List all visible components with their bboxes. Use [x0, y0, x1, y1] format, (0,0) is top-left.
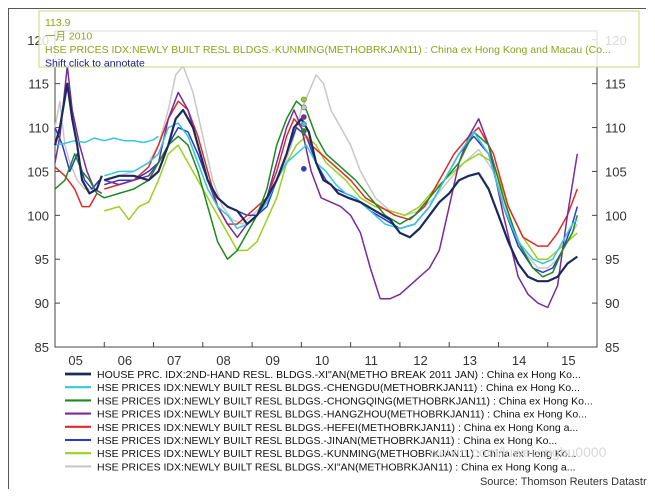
tooltip-date: 一月 2010 [45, 31, 92, 43]
y-tick-label-left: 100 [27, 208, 49, 223]
hover-marker [300, 121, 307, 127]
x-tick-label: 15 [561, 353, 575, 368]
y-tick-label-left: 95 [35, 252, 49, 267]
legend-label: HOUSE PRC. IDX:2ND-HAND RESL. BLDGS.-XI"… [97, 369, 581, 381]
legend-label: HSE PRICES IDX:NEWLY BUILT RESL BLDGS.-H… [97, 422, 578, 434]
y-tick-label-left: 115 [28, 77, 49, 92]
y-tick-label-right: 110 [605, 121, 626, 136]
legend-label: HSE PRICES IDX:NEWLY BUILT RESL BLDGS.-J… [97, 435, 557, 447]
hover-marker [300, 96, 307, 103]
x-tick-label: 12 [413, 353, 427, 368]
legend-label: HSE PRICES IDX:NEWLY BUILT RESL BLDGS.-X… [97, 461, 576, 473]
hover-marker [300, 165, 307, 172]
x-tick-label: 14 [512, 353, 526, 368]
x-tick-label: 06 [118, 353, 132, 368]
tooltip-box [38, 10, 640, 68]
x-tick-label: 08 [216, 353, 230, 368]
tooltip-series: HSE PRICES IDX:NEWLY BUILT RESL BLDGS.-K… [45, 44, 611, 56]
y-tick-label-left: 85 [35, 340, 49, 355]
legend: HOUSE PRC. IDX:2ND-HAND RESL. BLDGS.-XI"… [65, 369, 593, 473]
series-line [54, 135, 159, 146]
series-line [54, 127, 100, 190]
hover-marker [300, 104, 307, 111]
series-line [53, 82, 103, 195]
series-line [103, 108, 578, 283]
legend-label: HSE PRICES IDX:NEWLY BUILT RESL BLDGS.-C… [97, 395, 593, 407]
x-tick-label: 09 [265, 353, 279, 368]
line-chart: 8585909095951001001051051101101151151201… [9, 9, 647, 490]
legend-label: HSE PRICES IDX:NEWLY BUILT RESL BLDGS.-C… [97, 382, 580, 394]
series-line [54, 100, 100, 190]
y-tick-label-left: 90 [35, 296, 49, 311]
chart-frame: 8585909095951001001051051101101151151201… [8, 8, 647, 490]
y-tick-label-left: 105 [27, 164, 49, 179]
series-line [54, 166, 98, 208]
legend-label: HSE PRICES IDX:NEWLY BUILT RESL BLDGS.-H… [97, 409, 587, 421]
y-tick-label-right: 115 [605, 77, 626, 92]
y-tick-label-right: 95 [605, 252, 619, 267]
hover-marker [300, 128, 307, 134]
x-tick-label: 11 [365, 353, 379, 368]
y-tick-label-right: 100 [605, 208, 627, 223]
series-line [54, 100, 579, 278]
y-tick-label-right: 105 [605, 164, 627, 179]
x-tick-label: 13 [463, 353, 477, 368]
source-note: Source: Thomson Reuters Datastream [480, 476, 647, 488]
plot-lines [53, 65, 579, 309]
x-tick-label: 07 [167, 353, 181, 368]
y-tick-label-left: 110 [28, 121, 49, 136]
y-tick-label-right: 85 [605, 340, 619, 355]
hover-marker [300, 114, 307, 120]
series-line [104, 122, 578, 265]
tooltip-hint: Shift click to annotate [45, 58, 145, 70]
x-tick-label: 10 [315, 353, 329, 368]
tooltip-value: 113.9 [45, 17, 71, 29]
watermark-text: weixin.com/luweixingbu0000 [428, 444, 607, 460]
legend-label: HSE PRICES IDX:NEWLY BUILT RESL BLDGS.-K… [97, 448, 576, 460]
y-tick-label-right: 90 [605, 296, 619, 311]
x-tick-label: 05 [68, 353, 82, 368]
watermark: weixin.com/luweixingbu0000 [428, 444, 607, 460]
